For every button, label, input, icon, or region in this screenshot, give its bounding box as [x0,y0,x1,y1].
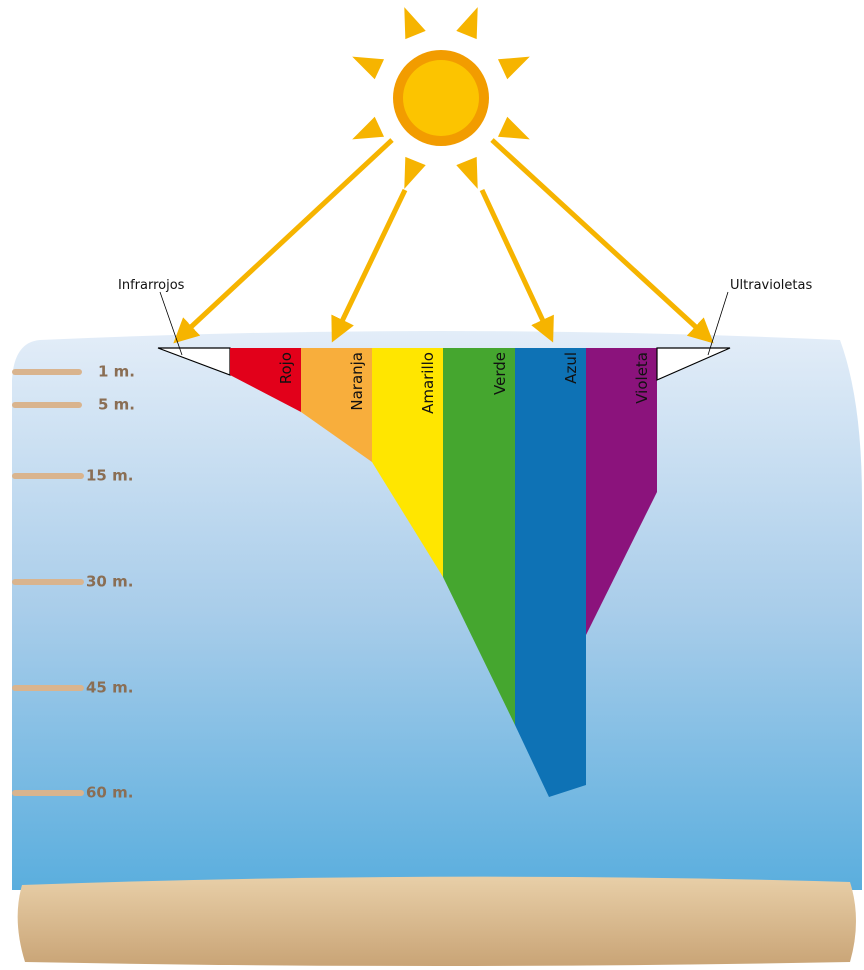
depth-label: 45 m. [86,679,133,697]
band-label: Violeta [633,352,651,404]
band-label: Verde [491,352,509,395]
depth-bar [12,369,82,375]
diagram: Infrarrojos Ultravioletas Rojo Naranja Ama… [0,0,864,970]
depth-bar [12,473,84,479]
depth-bar [12,402,82,408]
band-label: Amarillo [419,352,437,414]
infrared-label: Infrarrojos [118,278,185,293]
depth-label: 15 m. [86,467,133,485]
depth-label: 30 m. [86,573,133,591]
ultraviolet-label: Ultravioletas [730,278,812,293]
light-rays [177,140,710,340]
depth-bar [12,685,84,691]
band-label: Naranja [348,352,366,411]
depth-bar [12,790,84,796]
depth-label: 60 m. [86,784,133,802]
depth-label: 1 m. [98,363,135,381]
depth-bar [12,579,84,585]
depth-label: 5 m. [98,396,135,414]
band-label: Azul [562,352,580,384]
sun [348,3,535,193]
sand [18,877,856,966]
band-label: Rojo [277,352,295,384]
